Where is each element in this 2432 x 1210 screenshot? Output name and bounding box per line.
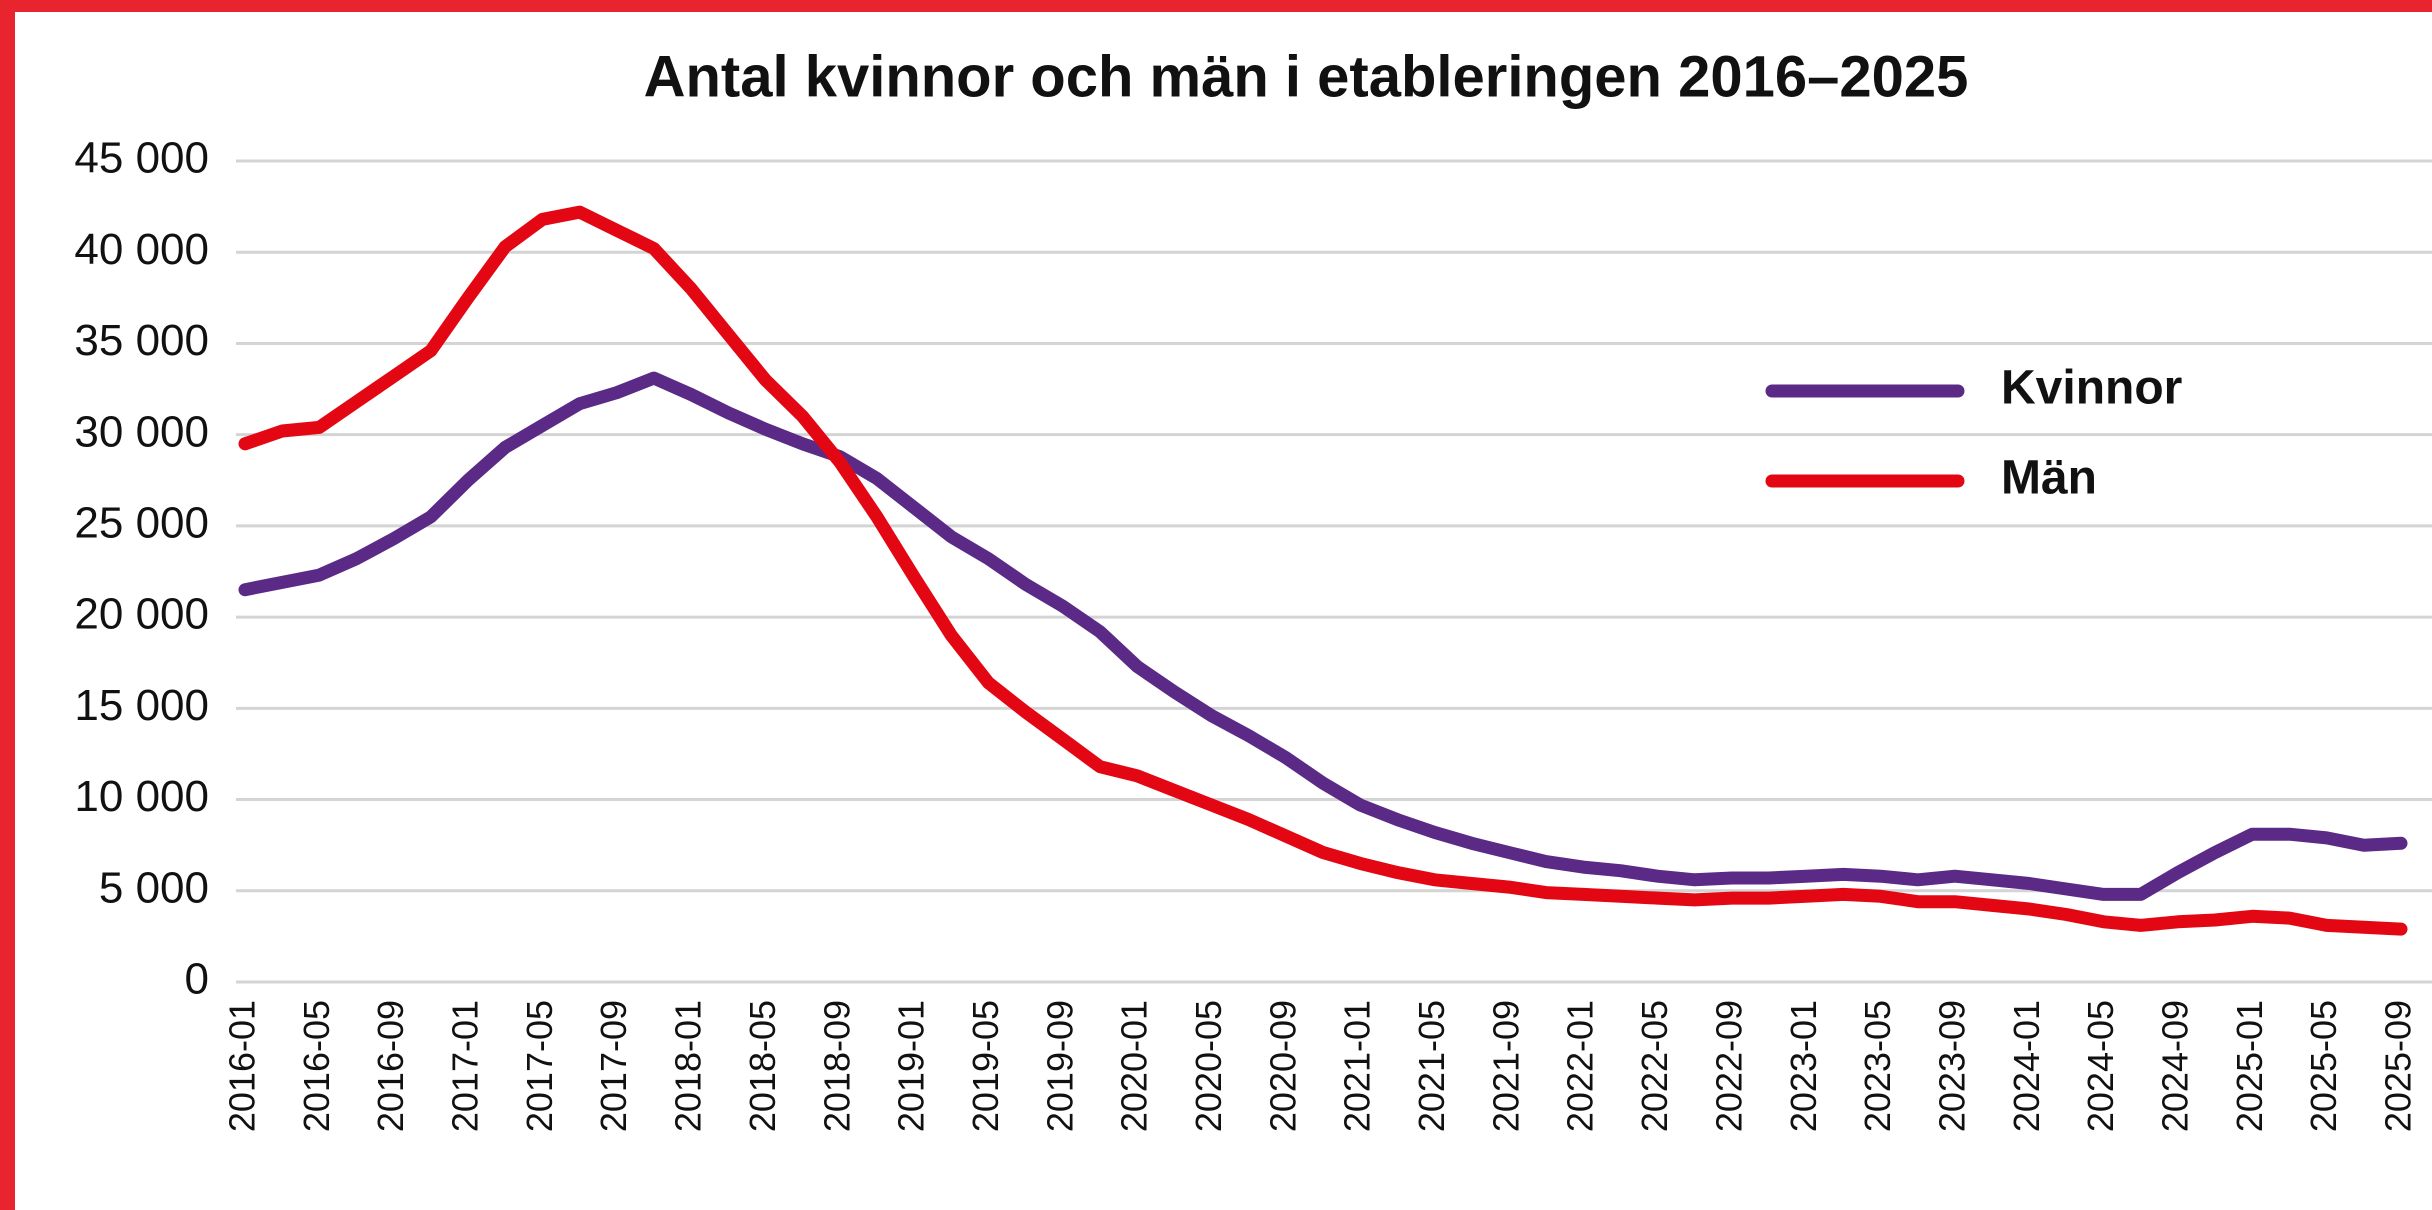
- x-tick-label: 2017-09: [593, 1000, 634, 1132]
- y-tick-label: 25 000: [74, 499, 209, 548]
- y-tick-label: 10 000: [74, 772, 209, 821]
- x-tick-label: 2022-09: [1708, 1000, 1749, 1132]
- x-tick-label: 2024-01: [2006, 1000, 2047, 1132]
- x-tick-label: 2021-01: [1337, 1000, 1378, 1132]
- legend-label: Kvinnor: [2001, 362, 2182, 415]
- x-tick-label: 2023-09: [1931, 1000, 1972, 1132]
- x-tick-label: 2021-05: [1411, 1000, 1452, 1132]
- y-tick-label: 45 000: [74, 134, 209, 183]
- x-tick-label: 2019-05: [965, 1000, 1006, 1132]
- x-tick-label: 2023-05: [1857, 1000, 1898, 1132]
- x-tick-label: 2025-05: [2303, 1000, 2344, 1132]
- y-tick-label: 35 000: [74, 316, 209, 365]
- x-tick-label: 2017-01: [445, 1000, 486, 1132]
- x-tick-label: 2022-01: [1560, 1000, 1601, 1132]
- x-tick-label: 2020-01: [1114, 1000, 1155, 1132]
- y-tick-label: 20 000: [74, 590, 209, 639]
- x-tick-label: 2021-09: [1485, 1000, 1526, 1132]
- x-tick-label: 2018-01: [668, 1000, 709, 1132]
- y-tick-label: 40 000: [74, 225, 209, 274]
- series-line: [238, 205, 2408, 936]
- x-tick-label: 2016-05: [296, 1000, 337, 1132]
- x-tick-label: 2024-05: [2080, 1000, 2121, 1132]
- y-tick-label: 0: [185, 955, 209, 1004]
- x-tick-label: 2025-09: [2378, 1000, 2419, 1132]
- background: [15, 12, 2432, 1210]
- y-tick-label: 30 000: [74, 407, 209, 456]
- x-tick-label: 2024-09: [2154, 1000, 2195, 1132]
- x-tick-label: 2025-01: [2229, 1000, 2270, 1132]
- x-tick-label: 2018-05: [742, 1000, 783, 1132]
- legend-label: Män: [2001, 452, 2097, 505]
- x-tick-label: 2019-09: [1039, 1000, 1080, 1132]
- x-tick-label: 2018-09: [816, 1000, 857, 1132]
- x-tick-label: 2017-05: [519, 1000, 560, 1132]
- chart-title: Antal kvinnor och män i etableringen 201…: [644, 44, 1969, 109]
- x-tick-label: 2023-01: [1783, 1000, 1824, 1132]
- x-tick-label: 2020-05: [1188, 1000, 1229, 1132]
- x-tick-label: 2016-09: [370, 1000, 411, 1132]
- x-tick-label: 2022-05: [1634, 1000, 1675, 1132]
- y-tick-label: 15 000: [74, 681, 209, 730]
- x-tick-label: 2016-01: [222, 1000, 263, 1132]
- x-tick-label: 2020-09: [1262, 1000, 1303, 1132]
- series-line: [238, 371, 2408, 901]
- x-tick-label: 2019-01: [891, 1000, 932, 1132]
- y-tick-label: 5 000: [99, 863, 209, 912]
